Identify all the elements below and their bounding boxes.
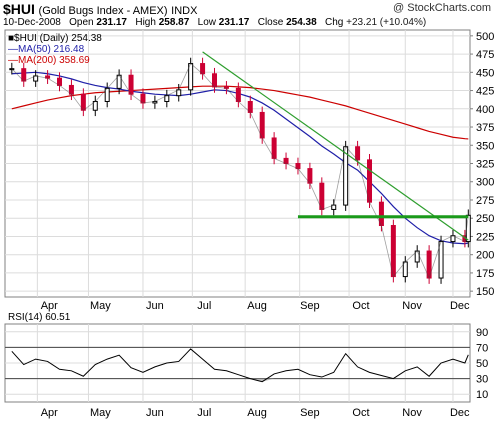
price-ytick-label: 450 (476, 67, 494, 79)
close-label: Close (257, 17, 284, 28)
rsi-xtick-label: Sep (300, 407, 320, 419)
chg-label: Chg (325, 17, 344, 28)
price-ytick-label: 300 (476, 177, 494, 189)
price-ytick-label: 325 (476, 159, 494, 171)
price-xtick-label: Jul (197, 300, 211, 312)
rsi-xtick-label: May (90, 407, 111, 419)
price-ytick-label: 375 (476, 122, 494, 134)
price-ytick-label: 250 (476, 213, 494, 225)
symbol: $HUI (3, 1, 35, 17)
price-ytick-label: 175 (476, 268, 494, 280)
chg-value: +23.21 (+10.04%) (346, 17, 427, 28)
price-xtick-label: Jun (146, 300, 164, 312)
rsi-ytick-label: 30 (476, 374, 488, 386)
open-value: 231.17 (96, 17, 127, 28)
price-xtick-label: Sep (300, 300, 320, 312)
rsi-xtick-label: Oct (352, 407, 369, 419)
price-xtick-label: Apr (41, 300, 58, 312)
rsi-legend-entry: RSI(14) 60.51 (8, 312, 71, 323)
exchange: INDX (171, 5, 198, 17)
quote-line: 10-Dec-2008 Open 231.17 High 258.87 Low … (3, 17, 426, 28)
high-value: 258.87 (158, 17, 190, 28)
price-xtick-label: Oct (352, 300, 369, 312)
trendline-annotation (202, 51, 469, 241)
price-ytick-label: 225 (476, 231, 494, 243)
chart-title: $HUI (Gold Bugs Index - AMEX) INDX (3, 1, 197, 17)
ma200-line (11, 85, 469, 140)
rsi-xtick-label: Dec (450, 407, 470, 419)
price-ytick-label: 475 (476, 49, 494, 61)
price-xtick-label: Dec (450, 300, 470, 312)
low-value: 231.17 (218, 17, 250, 28)
rsi-xtick-label: Jun (146, 407, 164, 419)
price-legend-entry: —MA(50) 216.48 (8, 44, 85, 55)
price-xtick-label: May (90, 300, 111, 312)
rsi-xtick-label: Apr (41, 407, 58, 419)
rsi-xtick-label: Nov (402, 407, 422, 419)
close-value: 254.38 (286, 17, 317, 28)
index-name: (Gold Bugs Index - AMEX) (38, 5, 168, 17)
low-label: Low (197, 17, 216, 28)
rsi-ytick-label: 50 (476, 358, 488, 370)
high-label: High (135, 17, 156, 28)
copyright: @ StockCharts.com (393, 2, 491, 14)
price-xtick-label: Nov (402, 300, 422, 312)
rsi-ytick-label: 90 (476, 327, 488, 339)
price-ytick-label: 150 (476, 286, 494, 298)
price-xtick-label: Aug (247, 300, 267, 312)
price-legend-entry: —MA(200) 358.69 (8, 55, 90, 66)
rsi-line (11, 348, 469, 383)
price-ytick-label: 500 (476, 31, 494, 43)
quote-date: 10-Dec-2008 (3, 17, 61, 28)
rsi-xtick-label: Jul (197, 407, 211, 419)
price-ytick-label: 200 (476, 250, 494, 262)
price-ytick-label: 425 (476, 86, 494, 98)
price-legend-entry: ■$HUI (Daily) 254.38 (8, 33, 102, 44)
rsi-ytick-label: 70 (476, 342, 488, 354)
price-ytick-label: 400 (476, 104, 494, 116)
price-close-line (11, 62, 469, 280)
rsi-xtick-label: Aug (247, 407, 267, 419)
open-label: Open (69, 17, 94, 28)
rsi-ytick-label: 10 (476, 389, 488, 401)
ma50-line (11, 71, 469, 245)
price-ytick-label: 275 (476, 195, 494, 207)
price-ytick-label: 350 (476, 140, 494, 152)
